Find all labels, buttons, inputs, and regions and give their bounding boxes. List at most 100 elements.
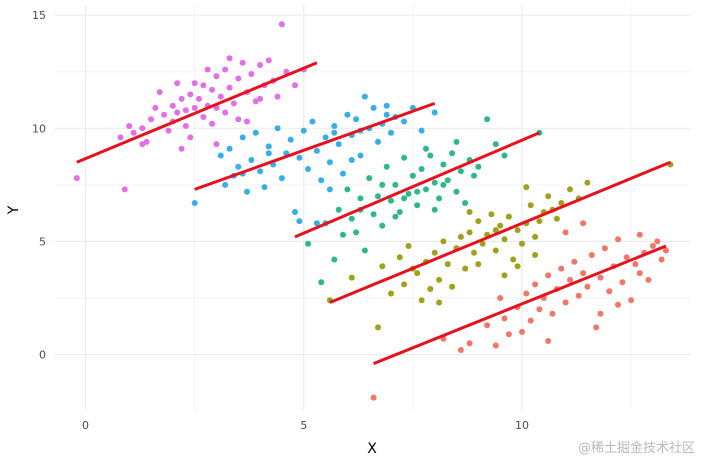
data-point-series-2 (309, 118, 316, 125)
data-point-series-2 (305, 166, 312, 172)
data-point-series-4 (396, 254, 403, 261)
data-point-series-3 (444, 177, 451, 184)
data-point-series-3 (475, 163, 482, 170)
data-point-series-5 (501, 315, 508, 322)
data-point-series-3 (440, 161, 447, 168)
data-point-series-2 (335, 141, 342, 148)
data-point-series-4 (501, 236, 508, 243)
data-point-series-3 (348, 215, 355, 222)
data-point-series-2 (226, 145, 233, 152)
data-point-series-5 (536, 306, 543, 313)
data-point-series-4 (375, 324, 381, 331)
data-point-series-5 (457, 347, 464, 353)
data-point-series-4 (414, 270, 421, 277)
data-point-series-4 (431, 249, 438, 256)
data-point-series-5 (492, 342, 499, 349)
x-tick-label: 0 (82, 419, 89, 432)
data-point-series-5 (615, 236, 621, 243)
data-point-series-1 (174, 80, 181, 87)
data-point-series-3 (375, 193, 381, 200)
data-point-series-3 (305, 240, 312, 247)
data-point-series-1 (230, 100, 237, 107)
data-point-series-4 (488, 211, 495, 218)
data-point-series-1 (204, 66, 211, 73)
data-point-series-3 (453, 188, 460, 195)
regression-line-5 (373, 244, 667, 365)
data-point-series-3 (370, 211, 377, 218)
data-point-series-3 (361, 247, 368, 254)
data-point-series-3 (453, 138, 460, 145)
data-point-series-5 (663, 247, 669, 254)
data-point-series-3 (418, 166, 425, 172)
data-point-series-2 (222, 181, 229, 188)
data-point-series-2 (217, 152, 224, 159)
data-point-series-1 (239, 59, 246, 66)
data-point-series-2 (252, 129, 259, 136)
data-point-series-2 (239, 134, 246, 141)
data-point-series-4 (379, 263, 386, 270)
data-point-series-3 (405, 190, 412, 197)
data-point-series-4 (532, 252, 539, 258)
data-point-series-1 (148, 116, 154, 123)
data-point-series-4 (492, 247, 499, 254)
data-point-series-3 (427, 152, 434, 159)
data-point-series-5 (636, 231, 643, 238)
data-point-series-3 (471, 172, 477, 179)
data-point-series-1 (200, 114, 207, 120)
data-point-series-2 (265, 143, 272, 150)
data-point-series-3 (318, 279, 325, 286)
data-point-series-4 (510, 256, 517, 263)
data-point-series-2 (331, 129, 338, 136)
data-point-series-3 (409, 172, 416, 179)
data-point-series-5 (571, 258, 578, 265)
data-point-series-1 (278, 21, 285, 28)
data-point-series-4 (466, 229, 473, 236)
data-point-series-5 (580, 270, 587, 277)
data-point-series-1 (196, 95, 202, 102)
data-point-series-2 (388, 129, 394, 136)
data-point-series-4 (348, 274, 355, 281)
data-point-series-4 (418, 297, 425, 304)
data-point-series-2 (261, 184, 268, 191)
data-point-series-4 (471, 249, 477, 256)
data-point-series-5 (615, 301, 621, 308)
data-point-series-2 (418, 127, 425, 134)
data-point-series-4 (457, 233, 464, 240)
data-point-series-5 (545, 338, 552, 344)
data-point-series-3 (388, 197, 394, 204)
y-axis-title: Y (6, 205, 22, 215)
data-point-series-1 (182, 107, 189, 114)
data-point-series-3 (440, 181, 447, 188)
data-point-series-5 (649, 243, 656, 249)
data-point-series-5 (562, 229, 569, 236)
data-point-series-5 (532, 281, 539, 288)
data-point-series-2 (370, 104, 377, 111)
data-point-series-4 (449, 283, 456, 290)
data-point-series-3 (392, 181, 399, 188)
data-point-series-5 (619, 279, 626, 286)
data-point-series-3 (436, 195, 443, 202)
data-point-series-1 (182, 123, 189, 129)
data-point-series-5 (588, 252, 595, 258)
data-point-series-3 (344, 186, 351, 193)
data-point-series-5 (519, 328, 525, 335)
data-point-series-4 (545, 193, 552, 200)
data-point-series-3 (401, 154, 408, 161)
data-point-series-2 (313, 147, 320, 154)
data-point-series-4 (440, 238, 447, 245)
data-point-series-5 (597, 310, 604, 317)
y-tick-label: 15 (32, 9, 46, 22)
minor-gridlines (55, 5, 690, 410)
data-point-series-3 (335, 206, 342, 213)
data-point-series-1 (139, 125, 146, 132)
data-point-series-1 (257, 62, 264, 68)
regression-lines (76, 61, 671, 365)
data-point-series-1 (143, 138, 150, 145)
data-point-series-1 (187, 134, 194, 141)
data-points (73, 21, 674, 401)
watermark-text: @稀土掘金技术社区 (578, 440, 695, 456)
data-point-series-3 (331, 256, 338, 263)
data-point-series-2 (296, 154, 303, 161)
data-point-series-1 (226, 55, 233, 62)
data-point-series-3 (340, 231, 346, 238)
